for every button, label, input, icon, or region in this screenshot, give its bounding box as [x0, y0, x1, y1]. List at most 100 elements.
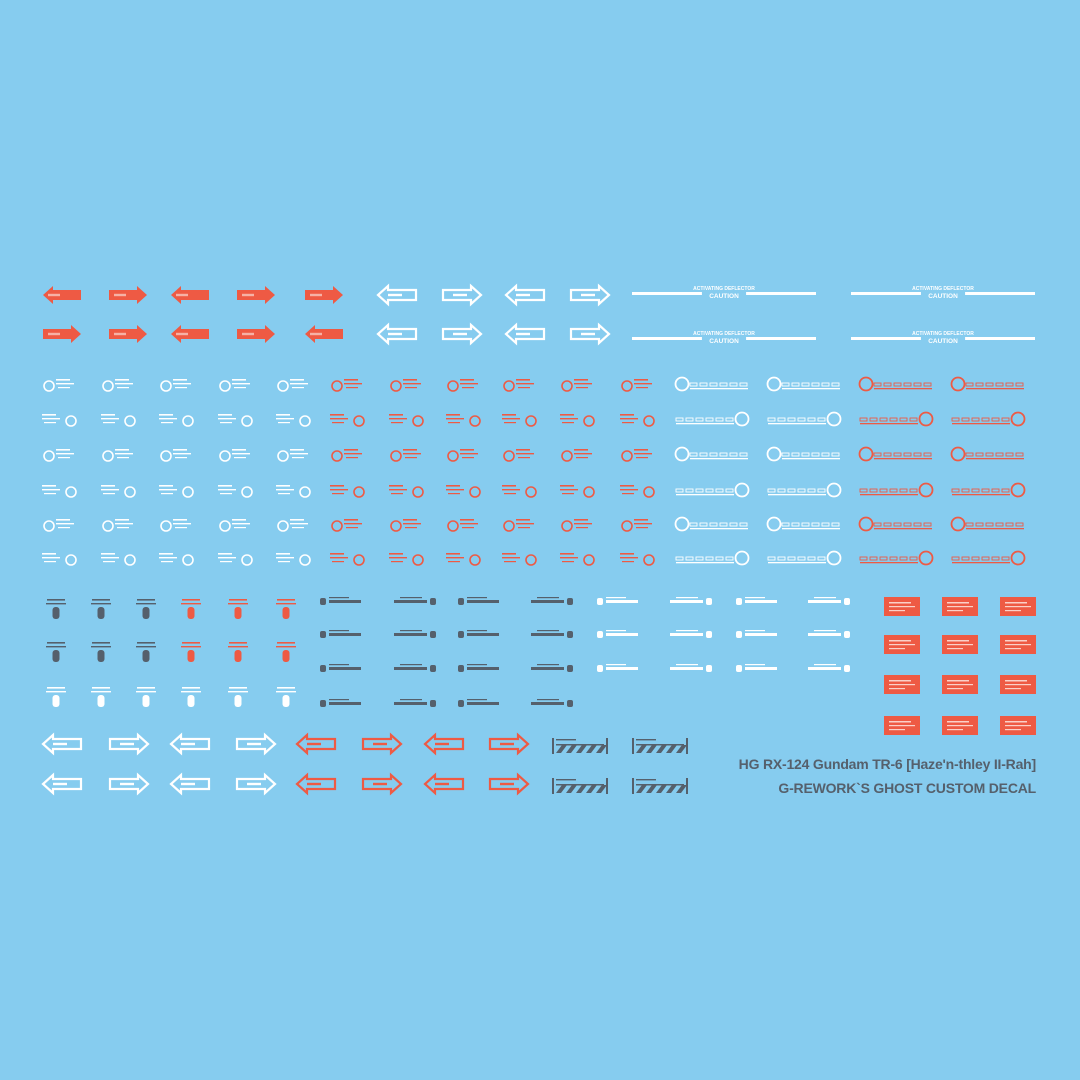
bar-stencil-icon — [670, 630, 712, 638]
warning-plate-icon — [1000, 716, 1036, 735]
caution-label: CAUTION — [928, 338, 958, 345]
caution-heading: ACTIVATING DEFLECTOR — [693, 331, 755, 337]
caution-label: CAUTION — [709, 293, 739, 300]
bolt-decal-icon — [228, 599, 248, 619]
arrow-decal-icon — [569, 322, 611, 346]
ring-marking-icon — [101, 414, 136, 427]
bar-stencil-icon — [394, 597, 436, 605]
ring-marking-icon — [390, 519, 421, 532]
ring-marking-icon — [102, 449, 133, 462]
ring-marking-icon — [159, 485, 194, 498]
ring-marking-icon — [160, 449, 191, 462]
arrow-decal-icon — [423, 732, 465, 756]
warning-plate-icon — [942, 635, 978, 654]
hazard-stripe-icon — [552, 778, 608, 794]
ring-marking-icon — [218, 485, 253, 498]
ring-marking-icon — [42, 414, 77, 427]
ring-marking-icon — [502, 485, 537, 498]
arrow-decal-icon — [235, 772, 277, 796]
bolt-decal-block — [46, 599, 296, 707]
ring-marking-icon — [446, 414, 481, 427]
bolt-decal-icon — [46, 687, 66, 707]
ring-marking-icon — [561, 379, 592, 392]
ring-marking-icon — [620, 553, 655, 566]
arrow-decal-icon — [504, 322, 546, 346]
ring-marking-icon — [858, 376, 932, 392]
ring-marking-icon — [43, 519, 74, 532]
bar-stencil-icon — [320, 597, 361, 605]
arrow-decal-icon — [171, 286, 209, 304]
ring-marking-icon — [389, 553, 424, 566]
ring-marking-icon — [620, 485, 655, 498]
arrow-decal-icon — [169, 732, 211, 756]
warning-plate-icon — [942, 675, 978, 694]
bolt-decal-icon — [46, 642, 66, 662]
hazard-stripe-block — [552, 738, 688, 794]
arrow-decal-icon — [43, 325, 81, 343]
ring-marking-icon — [42, 553, 77, 566]
bolt-decal-icon — [276, 687, 296, 707]
caution-label: CAUTION — [709, 338, 739, 345]
ring-marking-icon — [159, 414, 194, 427]
arrow-decal-icon — [109, 325, 147, 343]
warning-plate-icon — [1000, 597, 1036, 616]
sheet-subtitle: G-REWORK`S GHOST CUSTOM DECAL — [778, 780, 1036, 796]
bar-stencil-icon — [670, 597, 712, 605]
ring-marking-icon — [447, 519, 478, 532]
bar-stencil-icon — [736, 664, 777, 672]
bar-stencil-icon — [320, 630, 361, 638]
ring-marking-icon — [101, 553, 136, 566]
ring-marking-icon — [101, 485, 136, 498]
arrow-decal-icon — [488, 732, 530, 756]
arrow-decal-icon — [108, 772, 150, 796]
ring-marking-icon — [330, 553, 365, 566]
ring-marking-icon — [42, 485, 77, 498]
bar-stencil-icon — [458, 630, 499, 638]
ring-marking-icon — [560, 414, 595, 427]
ring-marking-icon — [389, 414, 424, 427]
bar-stencil-icon — [531, 597, 573, 605]
ring-marking-icon — [219, 449, 250, 462]
ring-marking-icon — [446, 553, 481, 566]
ring-marking-icon — [218, 414, 253, 427]
ring-marking-icon — [950, 516, 1024, 532]
ring-marking-icon — [950, 376, 1024, 392]
ring-marking-icon — [160, 519, 191, 532]
ring-marking-icon — [160, 379, 191, 392]
ring-marking-icon — [859, 411, 934, 427]
caution-heading: ACTIVATING DEFLECTOR — [693, 286, 755, 292]
bolt-decal-icon — [136, 599, 156, 619]
arrow-decal-icon — [108, 732, 150, 756]
bar-stencil-icon — [320, 664, 361, 672]
caution-label: CAUTION — [928, 293, 958, 300]
ring-marking-block — [42, 376, 1026, 566]
warning-plate-icon — [884, 716, 920, 735]
warning-plate-icon — [1000, 675, 1036, 694]
arrow-decal-icon — [441, 283, 483, 307]
arrow-decal-icon — [109, 286, 147, 304]
warning-plate-icon — [884, 675, 920, 694]
ring-marking-icon — [858, 516, 932, 532]
ring-marking-icon — [561, 449, 592, 462]
bar-stencil-icon — [736, 597, 777, 605]
ring-marking-icon — [503, 379, 534, 392]
arrow-decal-icon — [488, 772, 530, 796]
bolt-decal-icon — [181, 599, 201, 619]
ring-marking-icon — [447, 379, 478, 392]
ring-marking-icon — [389, 485, 424, 498]
bar-stencil-icon — [597, 630, 638, 638]
arrow-decal-icon — [423, 772, 465, 796]
arrow-decal-icon — [569, 283, 611, 307]
ring-marking-icon — [331, 519, 362, 532]
ring-marking-icon — [767, 482, 842, 498]
ring-marking-icon — [621, 379, 652, 392]
ring-marking-icon — [858, 446, 932, 462]
ring-marking-icon — [331, 449, 362, 462]
bar-stencil-icon — [458, 597, 499, 605]
bar-stencil-icon — [670, 664, 712, 672]
ring-marking-icon — [447, 449, 478, 462]
arrow-decal-icon — [235, 732, 277, 756]
